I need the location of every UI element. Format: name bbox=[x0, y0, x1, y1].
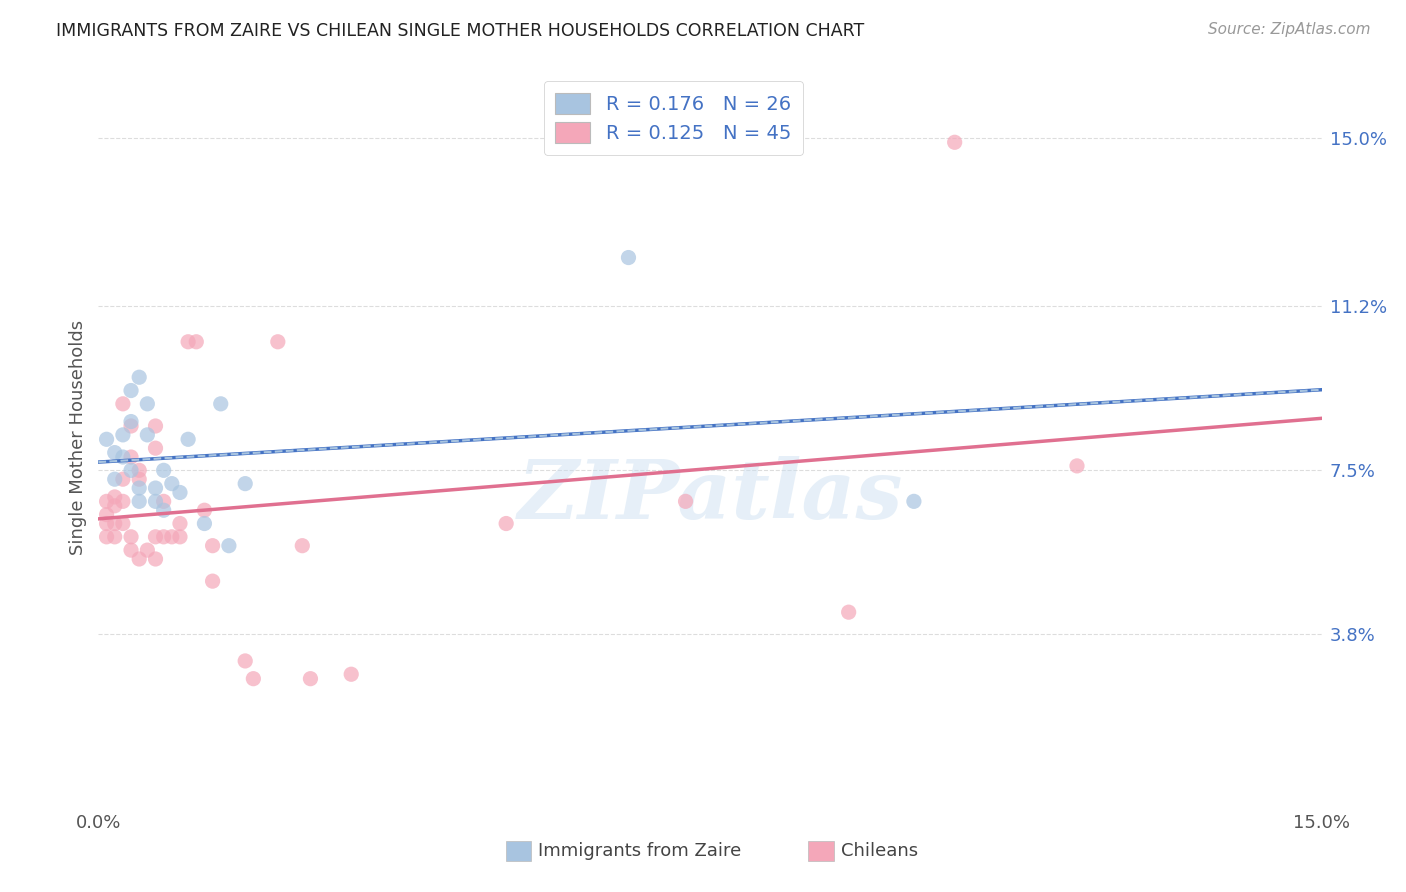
Point bbox=[111, 472, 134, 486]
Y-axis label: Single Mother Households: Single Mother Households bbox=[69, 319, 87, 555]
Point bbox=[177, 432, 200, 446]
Text: Source: ZipAtlas.com: Source: ZipAtlas.com bbox=[1208, 22, 1371, 37]
Point bbox=[96, 494, 118, 508]
Point bbox=[96, 530, 118, 544]
Point bbox=[111, 494, 134, 508]
Point bbox=[128, 370, 150, 384]
Point bbox=[233, 476, 256, 491]
Text: Immigrants from Zaire: Immigrants from Zaire bbox=[538, 842, 742, 860]
Point bbox=[145, 441, 167, 455]
Point bbox=[201, 574, 224, 589]
Point bbox=[903, 494, 925, 508]
Point bbox=[145, 552, 167, 566]
Point bbox=[120, 419, 142, 434]
Point bbox=[145, 530, 167, 544]
Text: IMMIGRANTS FROM ZAIRE VS CHILEAN SINGLE MOTHER HOUSEHOLDS CORRELATION CHART: IMMIGRANTS FROM ZAIRE VS CHILEAN SINGLE … bbox=[56, 22, 865, 40]
Point bbox=[299, 672, 322, 686]
Point bbox=[160, 476, 183, 491]
Point bbox=[104, 445, 127, 459]
Point bbox=[128, 472, 150, 486]
Point bbox=[267, 334, 290, 349]
Point bbox=[160, 530, 183, 544]
Point bbox=[943, 136, 966, 150]
Point bbox=[169, 530, 191, 544]
Point bbox=[340, 667, 363, 681]
Point bbox=[193, 516, 215, 531]
Point bbox=[617, 251, 640, 265]
Point bbox=[186, 334, 208, 349]
Text: ZIPatlas: ZIPatlas bbox=[517, 456, 903, 535]
Point bbox=[136, 397, 159, 411]
Point bbox=[152, 503, 174, 517]
Text: Chileans: Chileans bbox=[841, 842, 918, 860]
Point bbox=[242, 672, 264, 686]
Point bbox=[291, 539, 314, 553]
Point bbox=[104, 516, 127, 531]
Point bbox=[128, 494, 150, 508]
Point bbox=[201, 539, 224, 553]
Point bbox=[193, 503, 215, 517]
Point bbox=[136, 428, 159, 442]
Point bbox=[128, 481, 150, 495]
Point bbox=[111, 428, 134, 442]
Point bbox=[169, 516, 191, 531]
Point bbox=[120, 450, 142, 464]
Point bbox=[111, 516, 134, 531]
Point bbox=[1066, 458, 1088, 473]
Point bbox=[128, 552, 150, 566]
Point bbox=[104, 499, 127, 513]
Point bbox=[152, 494, 174, 508]
Point bbox=[838, 605, 860, 619]
Legend: R = 0.176   N = 26, R = 0.125   N = 45: R = 0.176 N = 26, R = 0.125 N = 45 bbox=[544, 81, 803, 154]
Point bbox=[120, 384, 142, 398]
Point bbox=[152, 463, 174, 477]
Point bbox=[169, 485, 191, 500]
Point bbox=[495, 516, 517, 531]
Point bbox=[218, 539, 240, 553]
Point bbox=[233, 654, 256, 668]
Point bbox=[177, 334, 200, 349]
Point bbox=[96, 508, 118, 522]
Point bbox=[145, 481, 167, 495]
Point bbox=[675, 494, 697, 508]
Point bbox=[128, 463, 150, 477]
Point bbox=[120, 543, 142, 558]
Point bbox=[96, 432, 118, 446]
Point bbox=[104, 472, 127, 486]
Point bbox=[111, 450, 134, 464]
Point bbox=[104, 490, 127, 504]
Point bbox=[209, 397, 232, 411]
Point bbox=[120, 530, 142, 544]
Point bbox=[120, 463, 142, 477]
Point bbox=[145, 494, 167, 508]
Point bbox=[152, 530, 174, 544]
Point bbox=[136, 543, 159, 558]
Point bbox=[96, 516, 118, 531]
Point bbox=[111, 397, 134, 411]
Point bbox=[104, 530, 127, 544]
Point bbox=[145, 419, 167, 434]
Point bbox=[120, 415, 142, 429]
